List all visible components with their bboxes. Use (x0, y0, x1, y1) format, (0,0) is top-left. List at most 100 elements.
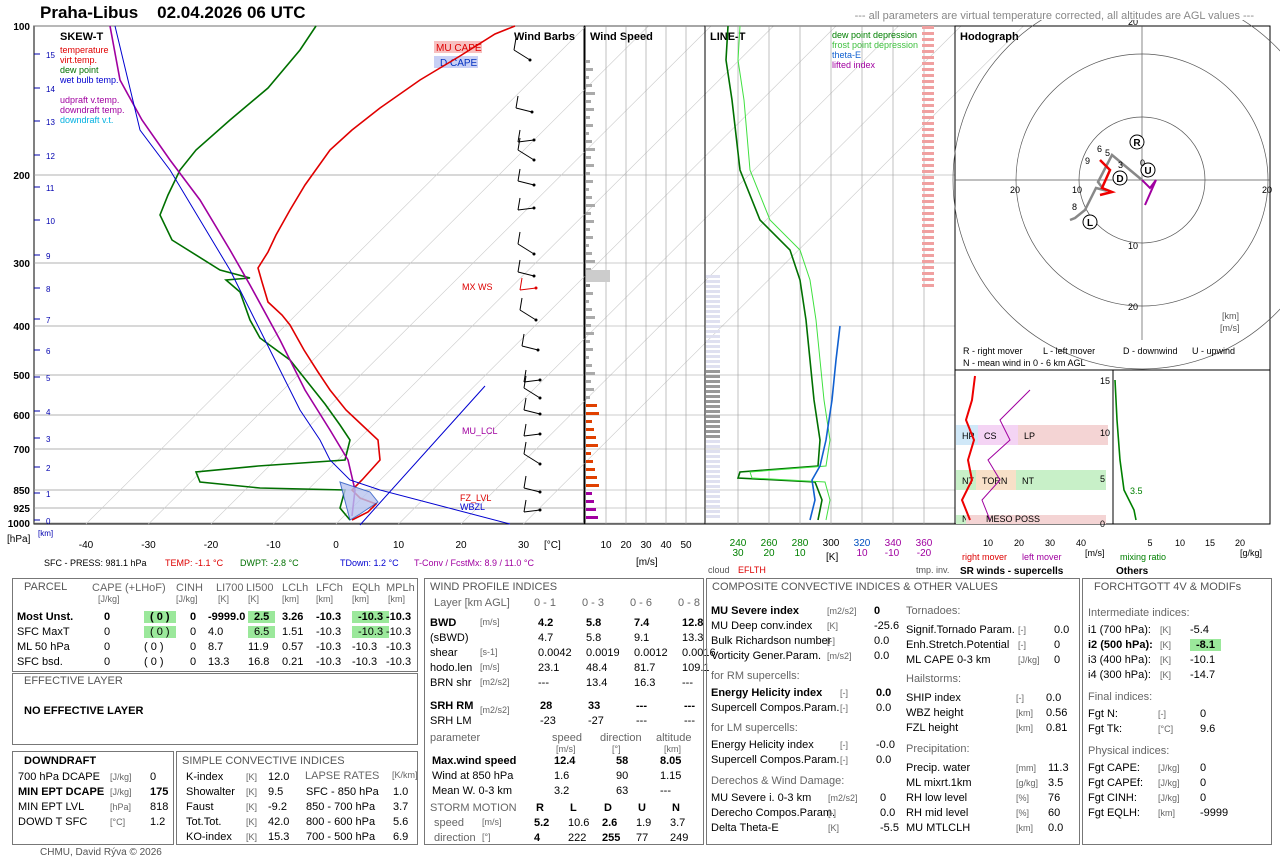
ws-tick: 30 (640, 540, 652, 551)
ws-bar (586, 364, 592, 367)
table-cell: 700 hPa DCAPE (18, 771, 100, 783)
ws-bar (586, 452, 591, 455)
simple-title: SIMPLE CONVECTIVE INDICES (182, 755, 345, 767)
km-unit: [km] (38, 529, 53, 538)
table-cell: MPLh (386, 582, 415, 594)
ws-bar (586, 252, 592, 255)
ws-bar (586, 60, 590, 63)
hodo-marker (1082, 214, 1098, 230)
table-cell: -10.3 (386, 656, 412, 668)
wind-barb-feather (523, 475, 527, 489)
table-cell: Showalter (186, 786, 235, 798)
sr-zone-label: LP (1024, 431, 1035, 441)
inv-bar (922, 92, 934, 95)
cloud-bar (706, 305, 720, 308)
table-cell: [-] (827, 636, 835, 646)
hodo-leg4: U - upwind (1192, 346, 1235, 356)
table-cell: [km] (1016, 708, 1033, 718)
cloud-bar (706, 510, 720, 513)
ws-bar (586, 372, 595, 375)
table-cell: Energy Helicity index (711, 687, 823, 699)
table-cell: 1.51 (282, 626, 304, 638)
dcape-area (339, 481, 379, 521)
table-cell: [K] (246, 802, 258, 812)
table-cell: 0 (190, 641, 197, 653)
cloud-bars (706, 275, 720, 518)
table-cell: STORM MOTION (430, 802, 517, 814)
wind-barb-dot (534, 286, 538, 290)
oth-val: 3.5 (1130, 486, 1143, 496)
wind-barb-dot (538, 462, 542, 466)
table-cell: 23.1 (538, 662, 560, 674)
wind-barb-dot (532, 252, 536, 256)
wind-barb (513, 49, 531, 61)
table-cell: -9999 (1200, 807, 1229, 819)
wind-barb (517, 139, 535, 143)
table-cell: RH low level (906, 792, 968, 804)
wind-barb-dot (538, 412, 542, 416)
p-unit: [hPa] (7, 534, 31, 545)
km-tick: 8 (46, 285, 51, 294)
table-cell: 0.0 (1048, 822, 1064, 834)
others-frame (1112, 369, 1271, 525)
table-cell: 0.56 (1046, 707, 1068, 719)
table-cell: Supercell Compos.Param. (711, 702, 840, 714)
table-cell: 16.3 (634, 677, 656, 689)
frostdep-curve (737, 25, 831, 521)
cloud-bar (706, 285, 720, 288)
table-cell: 0 (190, 626, 197, 638)
table-cell: Fgt CAPEf: (1088, 777, 1144, 789)
cloud-bar (706, 380, 720, 383)
table-cell: -10.3 (316, 641, 342, 653)
table-cell: [m/s2] (827, 651, 852, 661)
ws-bar (586, 500, 594, 503)
parcel-title: PARCEL (24, 581, 68, 593)
ws-bar (586, 300, 589, 303)
table-cell: -5.4 (1190, 624, 1209, 636)
table-cell: MIN EPT DCAPE (18, 786, 105, 798)
table-cell: -10.3 (352, 656, 378, 668)
table-cell: --- (682, 677, 693, 689)
cloud-bar (706, 275, 720, 278)
wind-barb (517, 207, 535, 211)
cloud-bar (706, 465, 720, 468)
table-cell: i1 (700 hPa): (1088, 624, 1151, 636)
composite-box (706, 578, 1080, 845)
table-cell: [m2/s2] (828, 793, 858, 803)
table-cell: 249 (670, 832, 689, 844)
hodo-ring-label: 10 (1128, 241, 1138, 251)
table-cell: [m/s] (482, 817, 502, 827)
table-cell: 11.3 (1048, 762, 1069, 774)
temp-ticks: -40 -30 -20 -10 0 10 20 30 (79, 540, 530, 551)
table-cell: KO-index (186, 831, 232, 843)
oth-tick: 5 (1147, 538, 1152, 548)
table-cell: [g/kg] (1016, 778, 1039, 788)
hodo-marker (1140, 162, 1156, 178)
table-cell: 700 - 500 hPa (306, 831, 376, 843)
inv-bar (922, 128, 934, 131)
wind-barb-feather (517, 168, 521, 182)
table-cell: [-] (1018, 625, 1026, 635)
pressure-tick: 700 (13, 445, 30, 456)
cloud-bar (706, 490, 720, 493)
inv-bar (922, 158, 934, 161)
downdraft-box (12, 751, 174, 845)
hodo-marker-label: L (1087, 218, 1093, 229)
table-cell: -8.1 (1190, 639, 1221, 651)
table-cell: [-] (840, 703, 848, 713)
table-cell: DOWD T SFC (18, 816, 88, 828)
table-cell: 13.3 (208, 656, 230, 668)
sr-zone-label: NT (1022, 476, 1034, 486)
ws-bar (586, 268, 591, 271)
table-cell: -14.7 (1190, 669, 1216, 681)
table-cell: [-] (828, 808, 836, 818)
ws-bar (586, 292, 593, 295)
sr-left-trace (981, 389, 1031, 521)
lt-legend-item: theta-E (832, 50, 861, 60)
table-cell: [km] (282, 594, 299, 604)
hodo-ring-label: 20 (1010, 185, 1020, 195)
header-note: --- all parameters are virtual temperatu… (854, 10, 1254, 22)
windspeed-title: Wind Speed (590, 31, 653, 43)
table-cell: hodo.len (430, 662, 473, 674)
